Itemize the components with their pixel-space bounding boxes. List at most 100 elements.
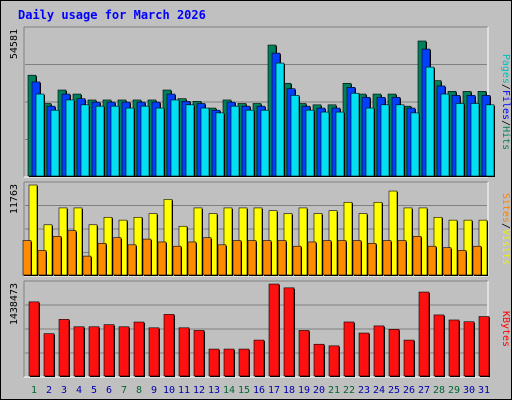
day-label-24: 24	[373, 385, 385, 396]
bar-kbytes-day-22	[343, 321, 355, 377]
bar-sites-day-25	[382, 240, 392, 276]
day-label-8: 8	[136, 385, 142, 396]
day-label-25: 25	[388, 385, 400, 396]
bar-kbytes-day-9	[148, 327, 160, 377]
bar-kbytes-day-8	[133, 321, 145, 377]
bar-sites-day-2	[37, 250, 47, 276]
bar-pages-day-6	[110, 105, 120, 177]
day-label-10: 10	[163, 385, 175, 396]
legend-hits-files-pages: Pages/Files/Hits	[500, 54, 511, 150]
bar-sites-day-4	[67, 230, 77, 276]
bar-kbytes-day-28	[433, 314, 445, 377]
bar-kbytes-day-23	[358, 332, 370, 377]
bar-pages-day-24	[380, 104, 390, 177]
day-label-4: 4	[76, 385, 82, 396]
bar-visits-day-2	[43, 224, 53, 276]
day-label-12: 12	[193, 385, 205, 396]
bar-sites-day-12	[187, 241, 197, 276]
bar-sites-day-15	[232, 240, 242, 276]
bar-sites-day-21	[322, 240, 332, 276]
bar-sites-day-17	[262, 240, 272, 276]
bar-pages-day-1	[35, 93, 45, 177]
bar-pages-day-29	[455, 103, 465, 177]
bar-pages-day-23	[365, 107, 375, 177]
bar-sites-day-13	[202, 237, 212, 276]
day-label-18: 18	[283, 385, 295, 396]
legend-item: /	[500, 84, 511, 90]
bar-pages-day-20	[320, 111, 330, 177]
bar-sites-day-8	[127, 244, 137, 276]
bar-sites-day-3	[52, 236, 62, 276]
legend-item: /	[500, 120, 511, 126]
bar-kbytes-day-30	[463, 321, 475, 377]
bar-visits-day-30	[463, 219, 473, 276]
bar-kbytes-day-15	[238, 348, 250, 377]
bar-kbytes-day-21	[328, 345, 340, 377]
bar-sites-day-18	[277, 240, 287, 276]
bar-pages-day-18	[290, 95, 300, 177]
bar-kbytes-day-26	[403, 339, 415, 377]
bar-visits-day-10	[163, 199, 173, 276]
day-label-30: 30	[463, 385, 475, 396]
legend-item: Hits	[500, 126, 511, 150]
bar-pages-day-11	[185, 104, 195, 177]
day-label-9: 9	[151, 385, 157, 396]
day-label-11: 11	[178, 385, 190, 396]
bar-sites-day-28	[427, 245, 437, 276]
day-label-2: 2	[46, 385, 52, 396]
chart-title: Daily usage for March 2026	[18, 8, 206, 22]
bar-pages-day-13	[215, 112, 225, 177]
bar-pages-day-10	[170, 99, 180, 177]
day-label-16: 16	[253, 385, 265, 396]
day-label-1: 1	[31, 385, 37, 396]
bar-kbytes-day-24	[373, 325, 385, 377]
bar-kbytes-day-13	[208, 348, 220, 377]
bar-pages-day-4	[80, 104, 90, 177]
bar-visits-day-25	[388, 190, 398, 276]
bar-kbytes-day-10	[163, 314, 175, 377]
bar-kbytes-day-1	[28, 301, 40, 377]
bar-visits-day-24	[373, 201, 383, 276]
bar-sites-day-23	[352, 240, 362, 276]
bar-visits-day-1	[28, 184, 38, 276]
bar-sites-day-22	[337, 240, 347, 276]
bar-visits-day-22	[343, 201, 353, 276]
bar-kbytes-day-27	[418, 291, 430, 377]
day-label-26: 26	[403, 385, 415, 396]
legend-visits-sites: Sites/Visits	[500, 193, 511, 265]
bar-kbytes-day-6	[103, 324, 115, 377]
y-max-label: 1438473	[9, 283, 20, 325]
day-label-28: 28	[433, 385, 445, 396]
bar-sites-day-20	[307, 241, 317, 276]
bar-kbytes-day-29	[448, 319, 460, 377]
bar-sites-day-10	[157, 241, 167, 276]
y-max-label: 54581	[9, 29, 20, 59]
day-label-20: 20	[313, 385, 325, 396]
bar-sites-day-16	[247, 240, 257, 276]
legend-item: /	[500, 223, 511, 229]
day-label-7: 7	[121, 385, 127, 396]
bar-pages-day-27	[425, 66, 435, 177]
day-label-23: 23	[358, 385, 370, 396]
day-label-15: 15	[238, 385, 250, 396]
day-label-31: 31	[478, 385, 490, 396]
bar-pages-day-15	[245, 109, 255, 177]
bar-pages-day-14	[230, 105, 240, 177]
bar-pages-day-5	[95, 105, 105, 177]
bar-sites-day-26	[397, 240, 407, 276]
day-label-3: 3	[61, 385, 67, 396]
bar-visits-day-12	[193, 207, 203, 276]
bar-kbytes-day-16	[253, 339, 265, 377]
bar-sites-day-11	[172, 245, 182, 276]
bar-pages-day-31	[485, 104, 495, 177]
day-label-5: 5	[91, 385, 97, 396]
bar-kbytes-day-19	[298, 330, 310, 377]
bar-pages-day-2	[50, 109, 60, 177]
bar-sites-day-19	[292, 245, 302, 276]
day-label-27: 27	[418, 385, 430, 396]
bar-kbytes-day-31	[478, 316, 490, 377]
bar-pages-day-22	[350, 92, 360, 177]
bar-kbytes-day-4	[73, 326, 85, 377]
bar-sites-day-9	[142, 238, 152, 276]
